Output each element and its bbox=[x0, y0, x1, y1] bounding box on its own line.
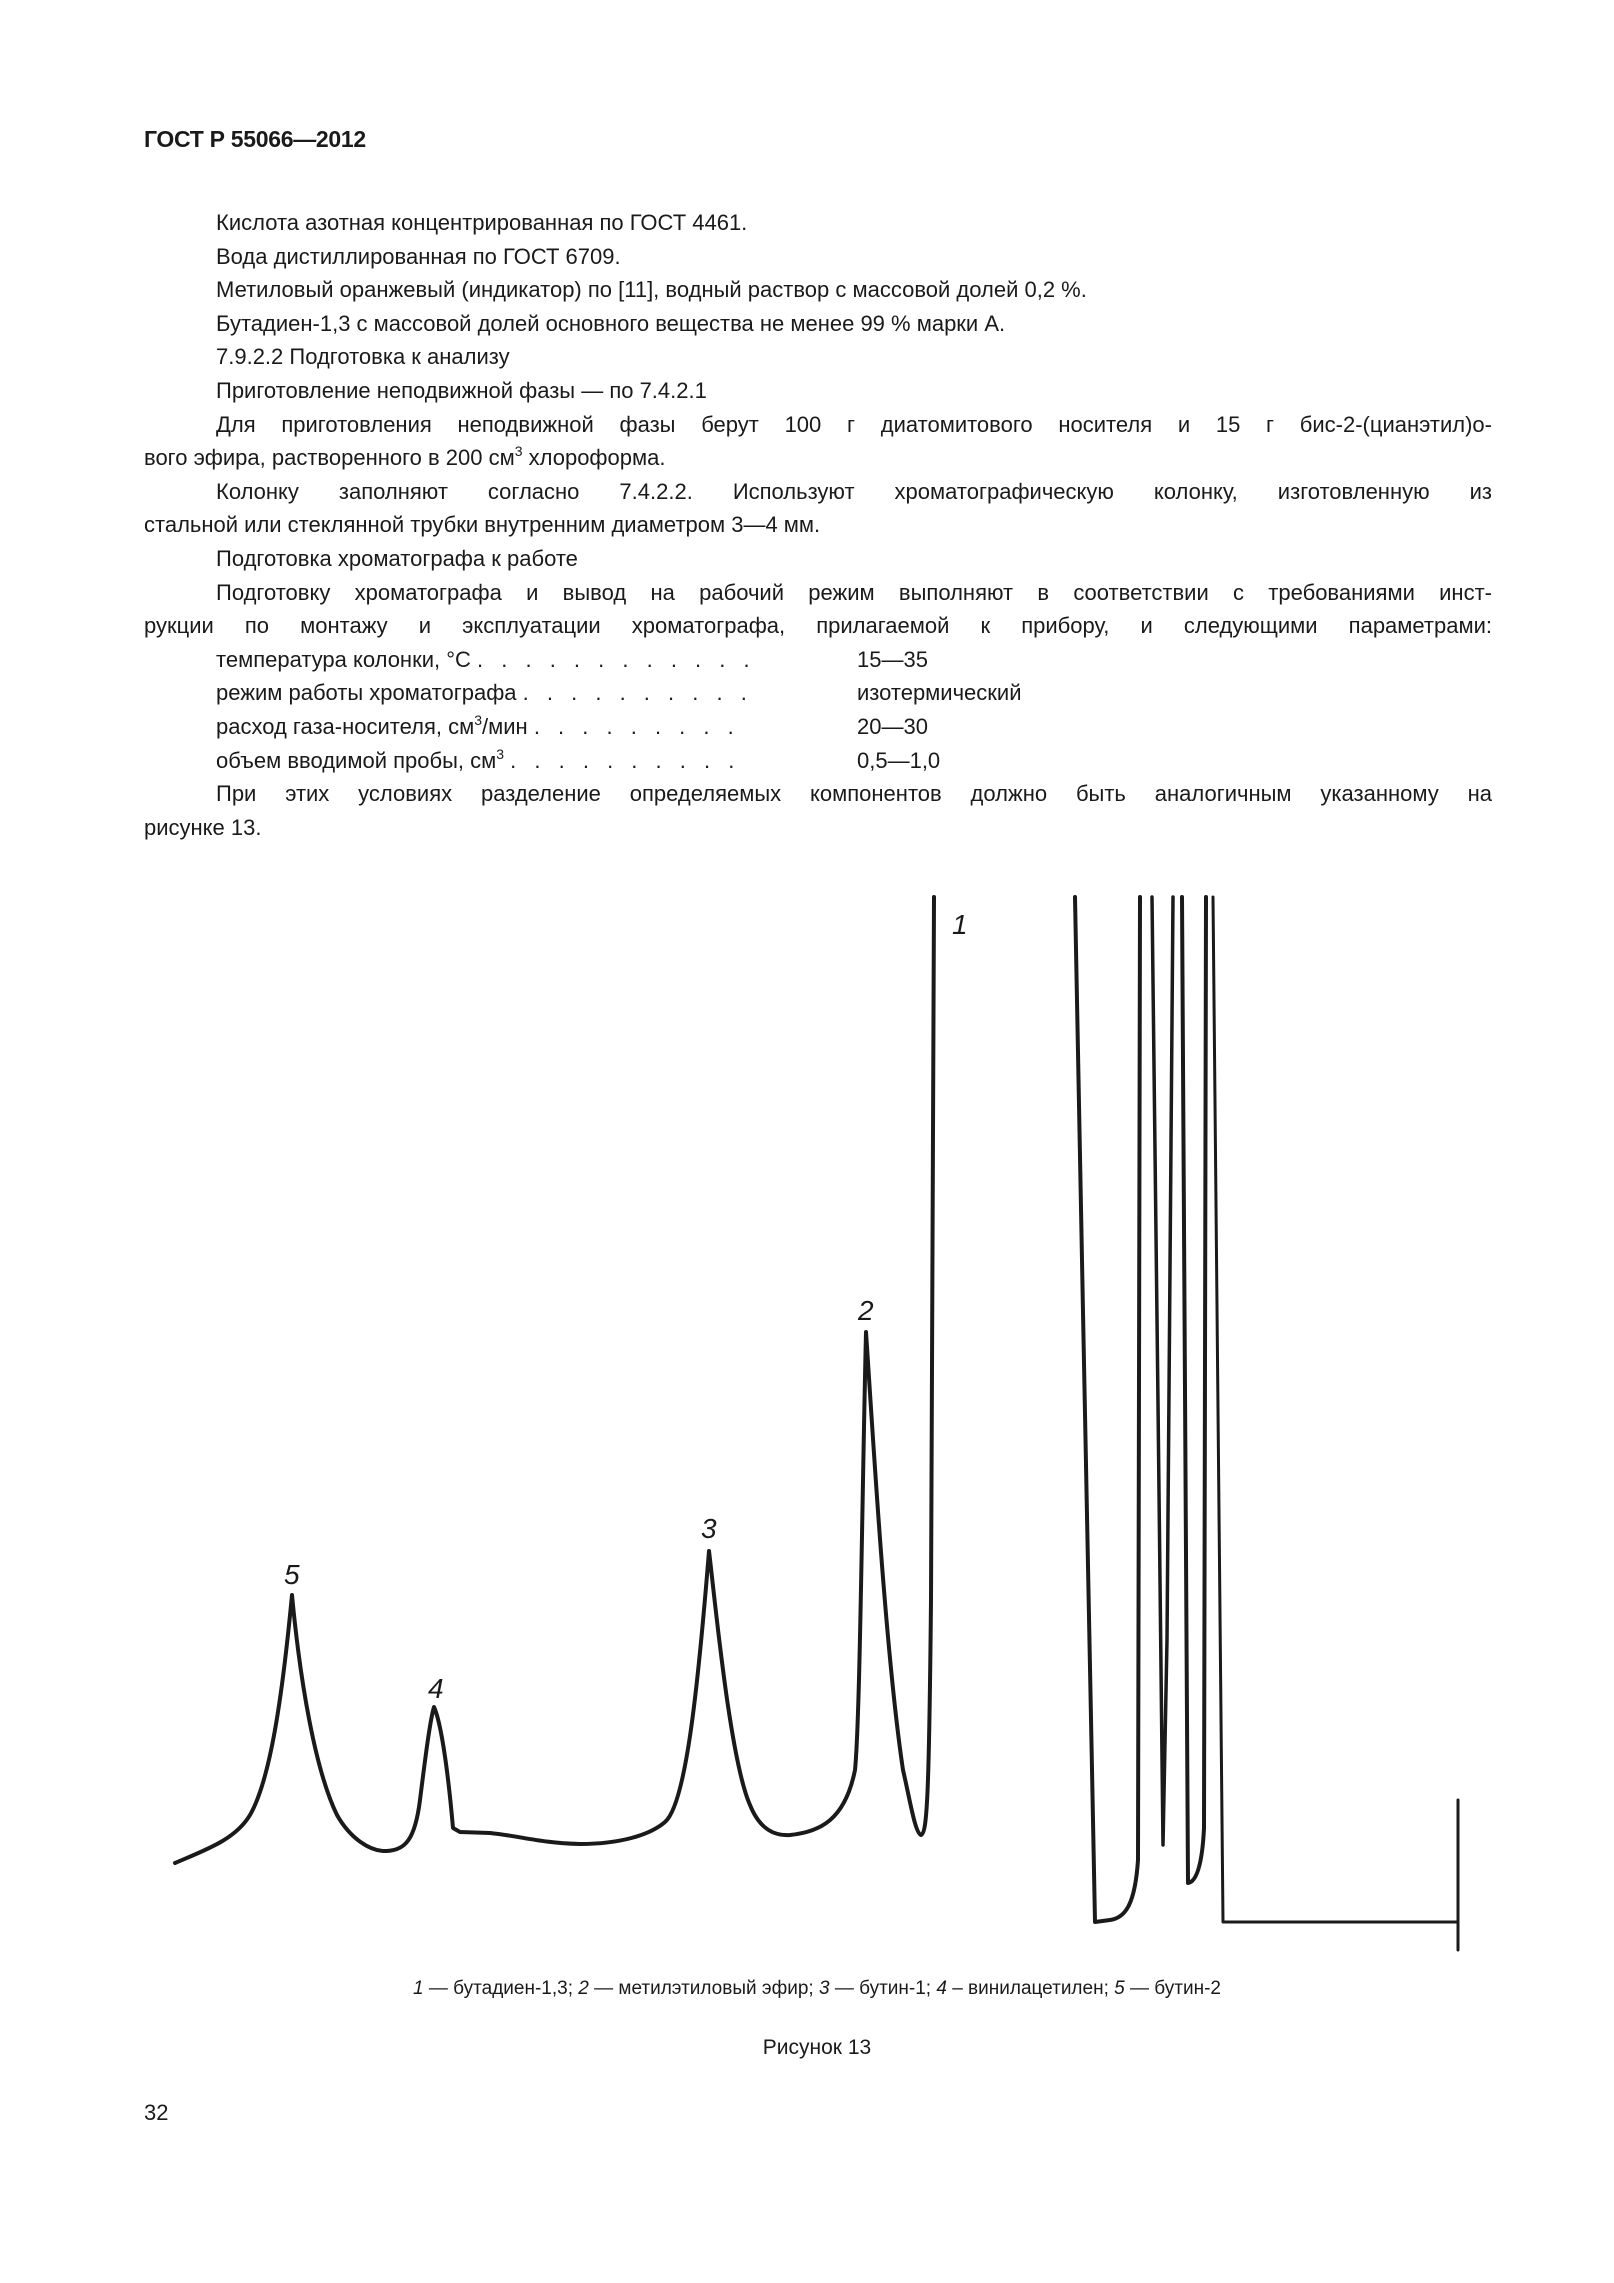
param-label-tail: /мин bbox=[482, 713, 528, 739]
legend-text: — метилэтиловый эфир bbox=[588, 1978, 809, 1999]
legend-number: 2 bbox=[578, 1978, 589, 1999]
chromatogram-trace-left bbox=[173, 895, 936, 1865]
legend-separator: ; bbox=[808, 1978, 819, 1999]
leader-dots: . . . . . . . . . . bbox=[510, 747, 741, 773]
page-number: 32 bbox=[144, 2100, 169, 2125]
peak-label-5: 5 bbox=[284, 1559, 300, 1590]
legend-separator: ; bbox=[567, 1978, 579, 1999]
text-line: Бутадиен-1,3 с массовой долей основного … bbox=[216, 310, 1006, 336]
param-value: 15—35 bbox=[857, 646, 928, 672]
text-line: Для приготовления неподвижной фазы берут… bbox=[216, 411, 1492, 437]
superscript: 3 bbox=[496, 745, 505, 762]
chromatogram-peak bbox=[1180, 895, 1208, 1885]
text-fragment: хлороформа. bbox=[522, 445, 666, 471]
text-line: Колонку заполняют согласно 7.4.2.2. Испо… bbox=[216, 478, 1492, 504]
param-label: температура колонки, °С bbox=[216, 646, 471, 672]
superscript: 3 bbox=[514, 443, 523, 460]
figure-legend: 1 — бутадиен-1,3; 2 — метилэтиловый эфир… bbox=[0, 1978, 1614, 2000]
legend-text: — бутадиен-1,3 bbox=[423, 1978, 568, 1999]
param-value: 20—30 bbox=[857, 713, 928, 739]
figure-caption: Рисунок 13 bbox=[762, 2036, 872, 2059]
legend-text: — бутин-2 bbox=[1124, 1978, 1221, 1999]
chromatogram-spike bbox=[1150, 895, 1175, 1847]
param-row: температура колонки, °С . . . . . . . . … bbox=[144, 643, 1492, 677]
leader-dots: . . . . . . . . . . . . bbox=[477, 646, 756, 672]
text-line: Подготовка хроматографа к работе bbox=[216, 545, 578, 571]
leader-dots: . . . . . . . . . bbox=[533, 713, 740, 739]
param-value: 0,5—1,0 bbox=[857, 747, 941, 773]
document-body: Кислота азотная концентрированная по ГОС… bbox=[144, 206, 1492, 844]
legend-text: — бутин-1 bbox=[829, 1978, 926, 1999]
text-fragment: вого эфира, растворенного в 200 см bbox=[144, 445, 515, 471]
legend-number: 5 bbox=[1114, 1978, 1125, 1999]
legend-number: 1 bbox=[413, 1978, 424, 1999]
param-label: расход газа-носителя, см bbox=[216, 713, 475, 739]
text-line: Метиловый оранжевый (индикатор) по [11],… bbox=[216, 277, 1087, 303]
legend-number: 4 bbox=[936, 1978, 947, 1999]
chromatogram-trace-right bbox=[1073, 895, 1142, 1924]
legend-number: 3 bbox=[818, 1978, 830, 1999]
text-line: Вода дистиллированная по ГОСТ 6709. bbox=[216, 243, 621, 269]
text-line: рисунке 13. bbox=[144, 814, 262, 840]
superscript: 3 bbox=[474, 711, 483, 728]
chromatogram-baseline bbox=[1211, 895, 1460, 1924]
param-label: режим работы хроматографа bbox=[216, 680, 517, 706]
param-value: изотермический bbox=[857, 680, 1022, 706]
text-line: Подготовку хроматографа и вывод на рабоч… bbox=[216, 579, 1492, 605]
param-row: объем вводимой пробы, см3 . . . . . . . … bbox=[144, 744, 1492, 778]
param-row: расход газа-носителя, см3/мин . . . . . … bbox=[144, 710, 1492, 744]
text-line: Приготовление неподвижной фазы — по 7.4.… bbox=[216, 377, 707, 403]
section-heading: 7.9.2.2 Подготовка к анализу bbox=[216, 344, 510, 370]
param-row: режим работы хроматографа . . . . . . . … bbox=[144, 676, 1492, 710]
legend-separator: ; bbox=[1103, 1978, 1115, 1999]
text-line: Кислота азотная концентрированная по ГОС… bbox=[216, 210, 748, 235]
text-line: стальной или стеклянной трубки внутренни… bbox=[144, 512, 821, 538]
peak-label-3: 3 bbox=[701, 1513, 717, 1544]
legend-separator: ; bbox=[925, 1978, 937, 1999]
peak-label-4: 4 bbox=[428, 1673, 444, 1704]
peak-label-1: 1 bbox=[952, 909, 968, 940]
text-line: рукции по монтажу и эксплуатации хромато… bbox=[144, 613, 1492, 639]
legend-text: – винилацетилен bbox=[946, 1978, 1104, 1999]
text-line: вого эфира, растворенного в 200 см3 хлор… bbox=[144, 441, 1492, 475]
text-line: При этих условиях разделение определяемы… bbox=[216, 781, 1492, 807]
leader-dots: . . . . . . . . . . bbox=[522, 680, 753, 706]
peak-label-2: 2 bbox=[857, 1295, 874, 1326]
param-label: объем вводимой пробы, см bbox=[216, 747, 497, 773]
document-id-header: ГОСТ Р 55066—2012 bbox=[144, 126, 366, 152]
